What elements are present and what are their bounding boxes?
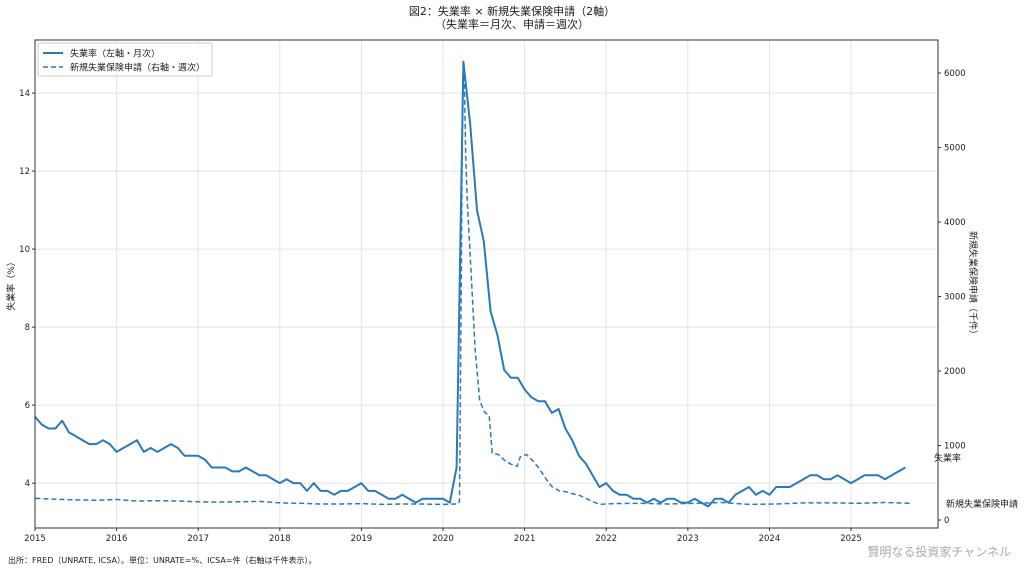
x-tick-label: 2018 <box>269 534 291 544</box>
x-tick-label: 2022 <box>595 534 617 544</box>
y2-tick-label: 3000 <box>944 293 966 303</box>
chart-subtitle: （失業率＝月次、申請＝週次） <box>435 17 589 31</box>
grid-lines <box>34 40 938 528</box>
x-tick-label: 2015 <box>24 534 46 544</box>
series-end-label-unemployment: 失業率 <box>934 452 961 464</box>
y-axis-left: 4 6 8 10 12 14 <box>19 89 35 489</box>
y2-tick-label: 4000 <box>944 218 966 228</box>
y2-tick-label: 0 <box>944 516 949 526</box>
x-tick-label: 2023 <box>677 534 699 544</box>
y-axis-right-label: 新規失業保険申請（千件） <box>967 231 979 339</box>
legend: 失業率（左軸・月次） 新規失業保険申請（右軸・週次） <box>37 42 213 77</box>
x-tick-label: 2017 <box>187 534 209 544</box>
legend-box <box>37 42 213 77</box>
y2-tick-label: 5000 <box>944 144 966 154</box>
source-note: 出所：FRED（UNRATE, ICSA）。単位：UNRATE=%、ICSA=件… <box>8 555 317 565</box>
y-axis-right: 0 1000 2000 3000 4000 5000 6000 <box>938 69 966 526</box>
x-tick-label: 2025 <box>840 534 862 544</box>
y2-tick-label: 1000 <box>944 442 966 452</box>
y-tick-label: 10 <box>19 245 30 255</box>
y-tick-label: 8 <box>25 323 30 333</box>
y-axis-left-label: 失業率（%） <box>5 257 17 311</box>
y2-tick-label: 6000 <box>944 69 966 79</box>
y-tick-label: 12 <box>19 167 30 177</box>
x-axis: 2015 2016 2017 2018 2019 2020 2021 2022 2023 2024… <box>24 528 862 544</box>
series-end-label-claims: 新規失業保険申請 <box>946 498 1018 510</box>
x-tick-label: 2019 <box>351 534 373 544</box>
x-tick-label: 2020 <box>432 534 454 544</box>
legend-label-unemployment: 失業率（左軸・月次） <box>70 48 160 60</box>
y-tick-label: 4 <box>25 479 30 489</box>
y-tick-label: 14 <box>19 89 30 99</box>
chart-title: 図2：失業率 × 新規失業保険申請（2軸） <box>409 4 615 18</box>
series-lines <box>34 60 910 508</box>
x-tick-label: 2024 <box>759 534 781 544</box>
unemployment-rate-line <box>34 60 906 508</box>
y-tick-label: 6 <box>25 401 30 411</box>
x-tick-label: 2021 <box>514 534 536 544</box>
plot-frame <box>34 39 939 529</box>
jobless-claims-line <box>35 64 910 506</box>
watermark: 賢明なる投資家チャンネル <box>867 544 1011 559</box>
legend-label-claims: 新規失業保険申請（右軸・週次） <box>70 62 205 74</box>
x-tick-label: 2016 <box>106 534 128 544</box>
y2-tick-label: 2000 <box>944 367 966 377</box>
